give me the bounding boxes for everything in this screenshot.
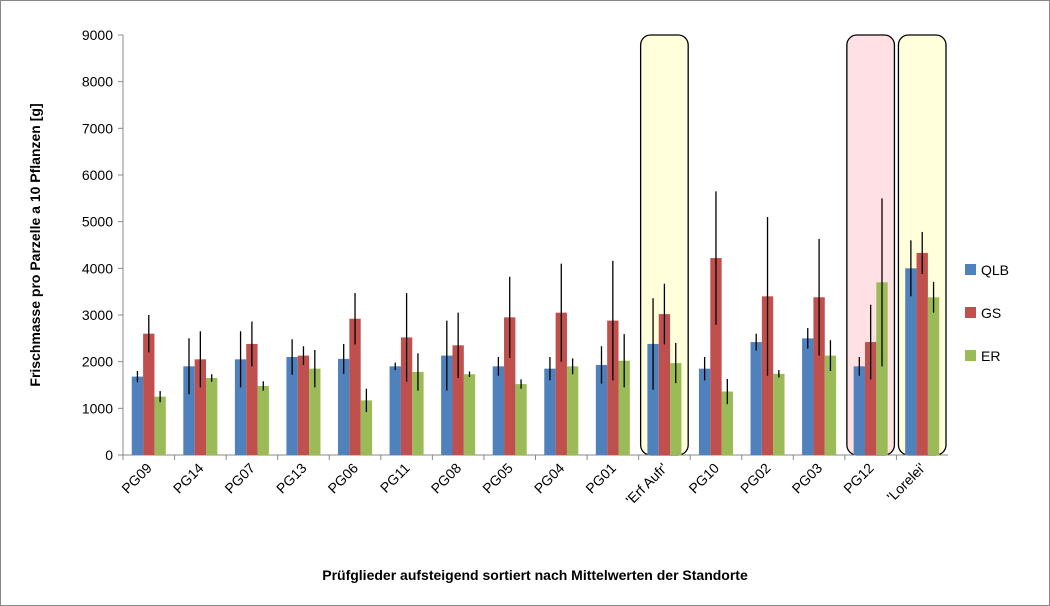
bar (658, 314, 671, 455)
bar (492, 366, 505, 455)
bar (452, 345, 464, 455)
bar (876, 282, 888, 455)
legend-swatch (965, 307, 976, 318)
bar (750, 342, 762, 455)
bar (297, 355, 310, 455)
bar (607, 320, 619, 455)
bar (813, 297, 825, 455)
bar (504, 317, 516, 455)
bar (286, 357, 298, 455)
bar (360, 400, 373, 455)
bar (389, 366, 401, 455)
y-tick-label: 2000 (82, 354, 113, 370)
legend-swatch (965, 350, 976, 361)
bar (802, 338, 814, 455)
bar (441, 355, 453, 455)
bar (515, 384, 527, 455)
bar (905, 268, 917, 455)
bar (309, 368, 321, 455)
bar (595, 364, 608, 455)
bar (618, 360, 630, 455)
legend-label: ER (981, 348, 1000, 364)
y-tick-label: 4000 (82, 260, 113, 276)
legend-swatch (965, 264, 976, 275)
bar (257, 385, 269, 455)
y-tick-label: 5000 (82, 214, 113, 230)
bar (183, 366, 195, 455)
bar (927, 297, 940, 455)
y-tick-label: 8000 (82, 74, 113, 90)
bar (824, 355, 837, 455)
y-tick-label: 3000 (82, 307, 113, 323)
y-tick-label: 9000 (82, 27, 113, 43)
bar (864, 342, 877, 455)
y-axis-title: Frischmasse pro Parzelle a 10 Pflanzen [… (27, 103, 43, 386)
bar (234, 359, 247, 455)
x-axis-title: Prüfglieder aufsteigend sortiert nach Mi… (322, 567, 748, 583)
bar (670, 363, 682, 455)
bar (349, 318, 361, 455)
bar (544, 368, 556, 455)
bar (566, 366, 579, 455)
bar (773, 373, 785, 455)
bar (555, 312, 567, 455)
y-tick-label: 0 (105, 447, 113, 463)
bar (721, 391, 733, 455)
bar (698, 368, 711, 455)
bar (246, 343, 258, 455)
bar (412, 371, 424, 455)
y-tick-label: 6000 (82, 167, 113, 183)
bar (463, 374, 476, 455)
bar (400, 337, 413, 455)
bar (710, 258, 722, 455)
bar (131, 376, 144, 455)
legend-label: GS (981, 305, 1001, 321)
bar (916, 252, 928, 455)
bar (194, 359, 207, 455)
bar (853, 366, 865, 455)
bar (647, 343, 659, 455)
bar (154, 396, 166, 455)
legend-label: QLB (981, 262, 1009, 278)
y-tick-label: 7000 (82, 120, 113, 136)
bar (338, 358, 350, 455)
bar (206, 378, 218, 455)
y-tick-label: 1000 (82, 400, 113, 416)
bar (761, 296, 774, 455)
bar (143, 333, 155, 455)
